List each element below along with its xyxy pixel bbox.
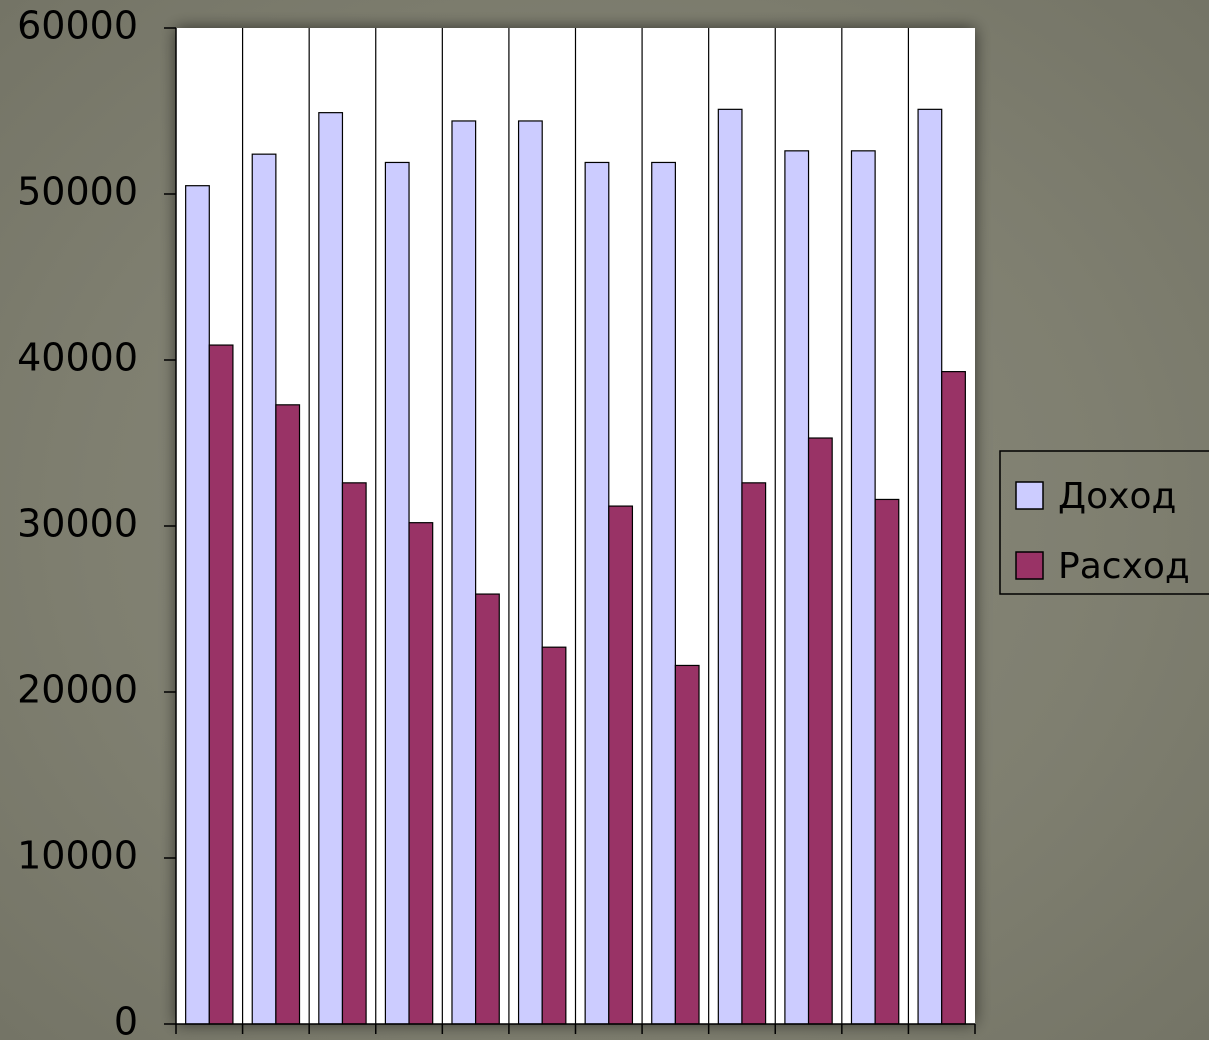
bar-expense: [208, 344, 234, 1025]
bar-income: [517, 120, 543, 1025]
bar-expense: [275, 404, 301, 1025]
y-tick-label: 40000: [17, 336, 138, 380]
bar-expense: [941, 371, 966, 1025]
bar-expense: [807, 437, 833, 1025]
y-tick-label: 30000: [17, 502, 138, 546]
axes-group: [164, 27, 976, 1034]
y-tick-label: 10000: [17, 834, 138, 878]
y-axis-tick-labels: 0 10000 20000 30000 40000 50000 60000: [17, 4, 138, 1040]
bar-income: [917, 108, 943, 1025]
legend-swatch-expense: [1015, 551, 1044, 580]
bar-expense: [674, 664, 700, 1025]
bar-income: [251, 153, 277, 1025]
bar-income: [651, 161, 676, 1025]
bar-expense: [741, 482, 767, 1025]
bar-income: [451, 120, 477, 1025]
legend-label-income: Доход: [1058, 476, 1176, 517]
bar-income: [850, 150, 876, 1025]
bar-expense: [608, 505, 634, 1025]
bar-expense: [874, 498, 900, 1025]
legend: Доход Расход: [999, 450, 1209, 595]
bar-income: [784, 150, 810, 1025]
bar-income: [584, 161, 610, 1025]
bar-expense: [475, 593, 500, 1025]
y-tick-label: 50000: [17, 170, 138, 214]
legend-label-expense: Расход: [1058, 546, 1190, 587]
bar-income: [185, 185, 210, 1025]
legend-box: [999, 450, 1209, 595]
y-tick-label: 0: [114, 1000, 138, 1040]
bar-expense: [541, 646, 567, 1025]
y-tick-label: 60000: [17, 4, 138, 48]
bar-income: [384, 161, 410, 1025]
bar-expense: [341, 482, 367, 1025]
bar-income: [318, 112, 344, 1025]
y-tick-label: 20000: [17, 668, 138, 712]
legend-swatch-income: [1015, 481, 1044, 510]
category-gridlines: [241, 28, 910, 1024]
bar-expense: [408, 522, 434, 1025]
bar-income: [717, 108, 743, 1025]
